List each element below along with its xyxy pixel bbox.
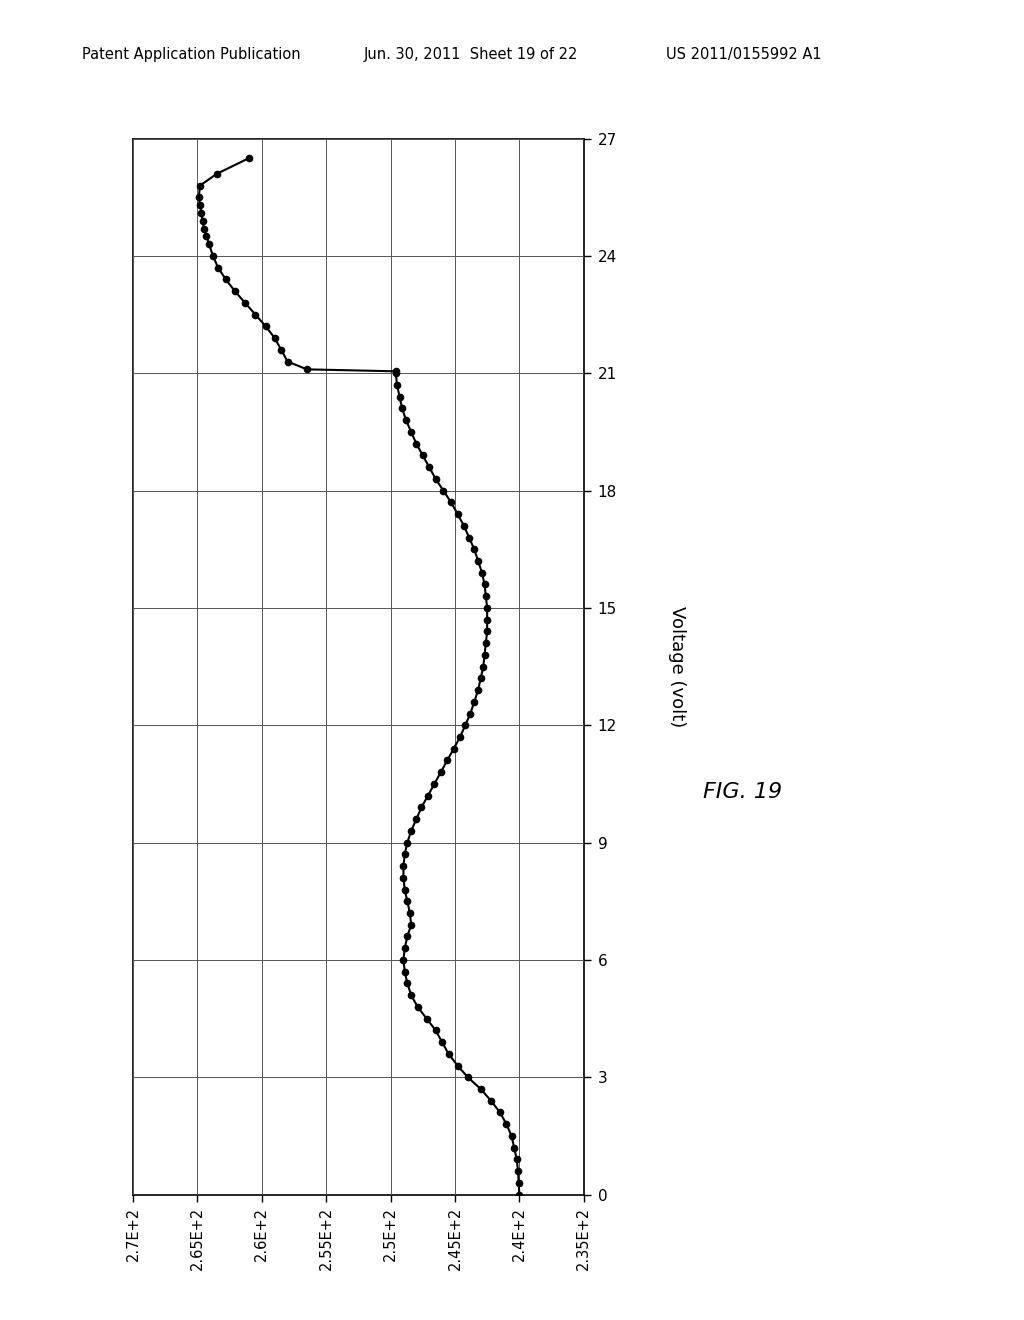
Y-axis label: Voltage (volt): Voltage (volt) [669,606,686,727]
Text: FIG. 19: FIG. 19 [702,781,782,803]
Text: Patent Application Publication: Patent Application Publication [82,48,301,62]
Text: Jun. 30, 2011  Sheet 19 of 22: Jun. 30, 2011 Sheet 19 of 22 [364,48,578,62]
Text: US 2011/0155992 A1: US 2011/0155992 A1 [666,48,821,62]
